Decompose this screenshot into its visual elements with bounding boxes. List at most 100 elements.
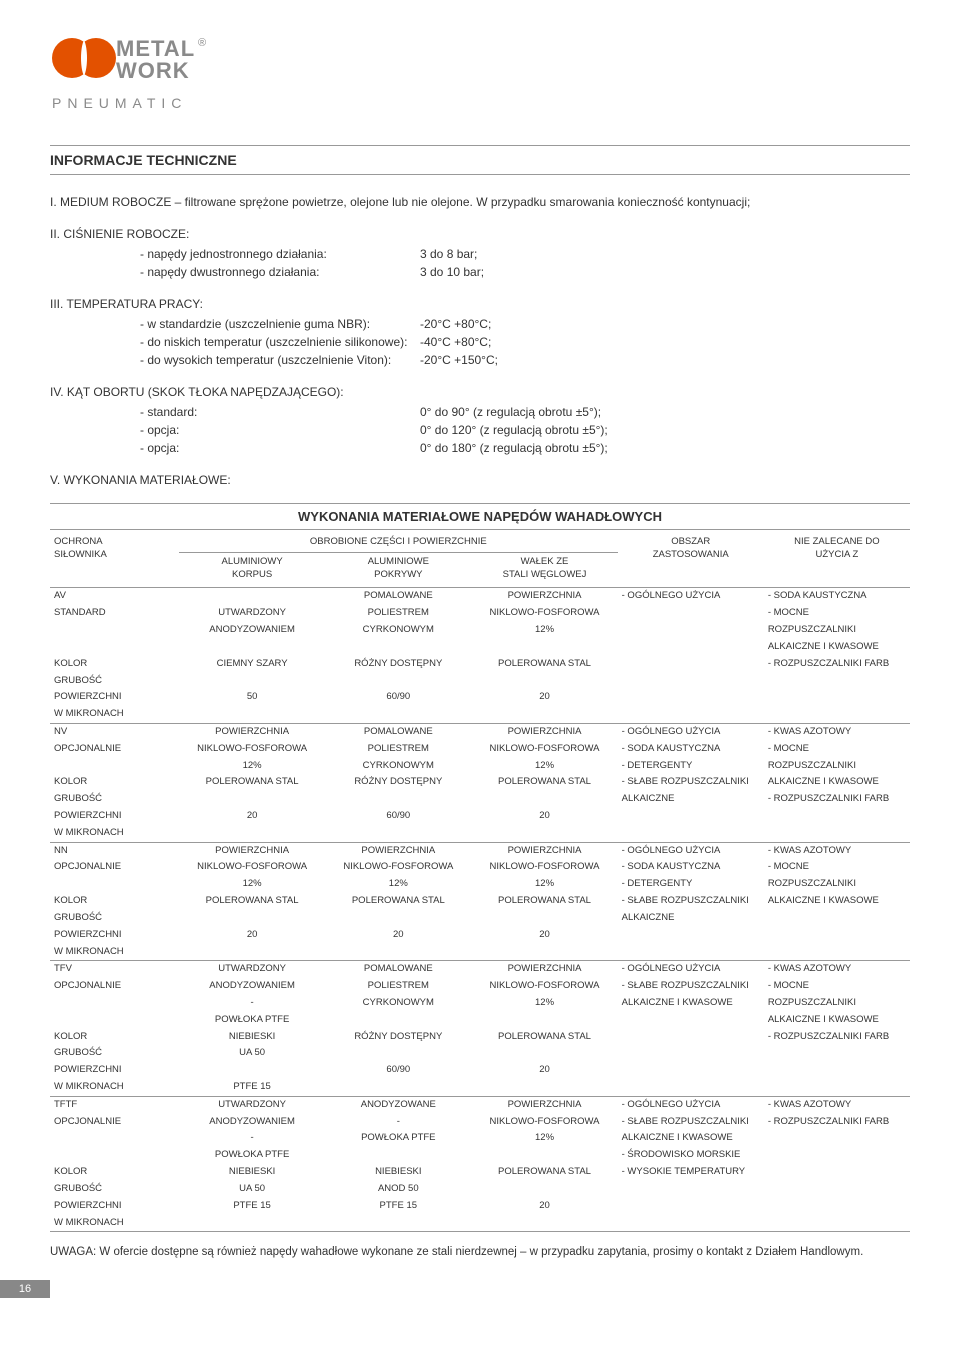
table-cell bbox=[764, 808, 910, 825]
table-cell: NIKLOWO-FOSFOROWA bbox=[471, 1114, 617, 1131]
table-cell: - SODA KAUSTYCZNA bbox=[764, 588, 910, 605]
section-5: V. WYKONANIA MATERIAŁOWE: bbox=[50, 471, 910, 489]
table-cell bbox=[179, 1215, 325, 1232]
table-cell: ALKAICZNE I KWASOWE bbox=[764, 639, 910, 656]
table-row: AVPOMALOWANEPOWIERZCHNIA- OGÓLNEGO UŻYCI… bbox=[50, 588, 910, 605]
table-cell: - KWAS AZOTOWY bbox=[764, 723, 910, 740]
table-cell bbox=[471, 706, 617, 723]
table-cell: - OGÓLNEGO UŻYCIA bbox=[618, 842, 764, 859]
table-cell: NIKLOWO-FOSFOROWA bbox=[471, 859, 617, 876]
table-cell: POWIERZCHNIA bbox=[471, 723, 617, 740]
table-cell: KOLOR bbox=[50, 774, 179, 791]
table-cell bbox=[618, 1181, 764, 1198]
table-cell: - SŁABE ROZPUSZCZALNIKI bbox=[618, 893, 764, 910]
table-row: GRUBOŚĆ bbox=[50, 673, 910, 690]
table-cell: 12% bbox=[471, 876, 617, 893]
table-cell bbox=[471, 1012, 617, 1029]
table-cell: - ROZPUSZCZALNIKI FARB bbox=[764, 791, 910, 808]
table-row: W MIKRONACH bbox=[50, 825, 910, 842]
table-cell: 20 bbox=[471, 1198, 617, 1215]
table-cell: - bbox=[325, 1114, 471, 1131]
s3-l0: - w standardzie (uszczelnienie guma NBR)… bbox=[50, 315, 420, 333]
table-cell bbox=[618, 1079, 764, 1096]
table-cell: POLEROWANA STAL bbox=[325, 893, 471, 910]
table-cell bbox=[764, 927, 910, 944]
table-cell bbox=[50, 1147, 179, 1164]
table-cell: POMALOWANE bbox=[325, 961, 471, 978]
table-cell: 60/90 bbox=[325, 689, 471, 706]
table-cell: OPCJONALNIE bbox=[50, 978, 179, 995]
table-cell bbox=[179, 1062, 325, 1079]
table-cell bbox=[471, 910, 617, 927]
table-cell: POWIERZCHNI bbox=[50, 927, 179, 944]
table-cell: - OGÓLNEGO UŻYCIA bbox=[618, 1096, 764, 1113]
table-cell: ROZPUSZCZALNIKI bbox=[764, 876, 910, 893]
table-cell bbox=[471, 1045, 617, 1062]
section-4: IV. KĄT OBORTU (SKOK TŁOKA NAPĘDZAJĄCEGO… bbox=[50, 383, 910, 457]
table-cell bbox=[50, 1130, 179, 1147]
logo-text-2: WORK bbox=[116, 58, 190, 83]
table-row: NVPOWIERZCHNIAPOMALOWANEPOWIERZCHNIA- OG… bbox=[50, 723, 910, 740]
table-cell bbox=[50, 758, 179, 775]
s3-v0: -20°C +80°C; bbox=[420, 315, 910, 333]
table-cell: GRUBOŚĆ bbox=[50, 1181, 179, 1198]
table-cell: POWŁOKA PTFE bbox=[179, 1147, 325, 1164]
table-cell: UTWARDZONY bbox=[179, 605, 325, 622]
table-cell: 12% bbox=[471, 995, 617, 1012]
table-cell bbox=[325, 910, 471, 927]
table-row: 12%CYRKONOWYM12%- DETERGENTYROZPUSZCZALN… bbox=[50, 758, 910, 775]
table-cell bbox=[618, 1029, 764, 1046]
table-cell bbox=[179, 673, 325, 690]
table-cell bbox=[471, 1079, 617, 1096]
th-5: NIE ZALECANE DO UŻYCIA Z bbox=[764, 530, 910, 588]
table-cell: POMALOWANE bbox=[325, 723, 471, 740]
table-row: POWŁOKA PTFE- ŚRODOWISKO MORSKIE bbox=[50, 1147, 910, 1164]
table-cell: 60/90 bbox=[325, 808, 471, 825]
table-cell: 20 bbox=[325, 927, 471, 944]
section-5-lead: V. WYKONANIA MATERIAŁOWE: bbox=[50, 471, 910, 489]
table-cell: NIKLOWO-FOSFOROWA bbox=[325, 859, 471, 876]
table-cell bbox=[764, 1045, 910, 1062]
table-cell bbox=[618, 639, 764, 656]
table-cell bbox=[764, 706, 910, 723]
table-cell: ALKAICZNE I KWASOWE bbox=[764, 893, 910, 910]
section-1-lead: I. MEDIUM ROBOCZE – filtrowane sprężone … bbox=[50, 193, 910, 211]
table-cell: NN bbox=[50, 842, 179, 859]
table-row: GRUBOŚĆALKAICZNE bbox=[50, 910, 910, 927]
page-title: INFORMACJE TECHNICZNE bbox=[50, 152, 910, 168]
table-cell bbox=[764, 910, 910, 927]
table-row: GRUBOŚĆUA 50ANOD 50 bbox=[50, 1181, 910, 1198]
table-cell: POWIERZCHNIA bbox=[471, 842, 617, 859]
table-cell: POLEROWANA STAL bbox=[471, 1029, 617, 1046]
table-cell bbox=[764, 825, 910, 842]
section-2-lead: II. CIŚNIENIE ROBOCZE: bbox=[50, 225, 910, 243]
table-row: KOLORNIEBIESKIRÓŻNY DOSTĘPNYPOLEROWANA S… bbox=[50, 1029, 910, 1046]
table-row: TFVUTWARDZONYPOMALOWANEPOWIERZCHNIA- OGÓ… bbox=[50, 961, 910, 978]
table-cell: POWIERZCHNIA bbox=[179, 723, 325, 740]
table-cell bbox=[618, 1062, 764, 1079]
table-row: POWIERZCHNI202020 bbox=[50, 927, 910, 944]
table-cell bbox=[618, 944, 764, 961]
table-cell bbox=[50, 995, 179, 1012]
table-row: POWIERZCHNIPTFE 15PTFE 1520 bbox=[50, 1198, 910, 1215]
table-cell bbox=[618, 808, 764, 825]
logo: METAL ® WORK PNEUMATIC bbox=[50, 30, 910, 125]
table-cell: 20 bbox=[179, 808, 325, 825]
table-cell: POLEROWANA STAL bbox=[471, 656, 617, 673]
table-cell: POLEROWANA STAL bbox=[471, 774, 617, 791]
table-cell bbox=[325, 944, 471, 961]
table-cell: OPCJONALNIE bbox=[50, 1114, 179, 1131]
th-span: OBROBIONE CZĘŚCI I POWIERZCHNIE bbox=[179, 530, 618, 552]
table-cell: KOLOR bbox=[50, 656, 179, 673]
table-cell bbox=[764, 1198, 910, 1215]
table-cell: ANODYZOWANIEM bbox=[179, 978, 325, 995]
s3-v1: -40°C +80°C; bbox=[420, 333, 910, 351]
table-cell bbox=[618, 1198, 764, 1215]
table-cell bbox=[764, 1079, 910, 1096]
table-cell: NIEBIESKI bbox=[179, 1029, 325, 1046]
table-cell bbox=[50, 622, 179, 639]
table-row: KOLORPOLEROWANA STALPOLEROWANA STALPOLER… bbox=[50, 893, 910, 910]
table-row: POWŁOKA PTFEALKAICZNE I KWASOWE bbox=[50, 1012, 910, 1029]
table-cell bbox=[179, 910, 325, 927]
table-cell: 20 bbox=[471, 1062, 617, 1079]
